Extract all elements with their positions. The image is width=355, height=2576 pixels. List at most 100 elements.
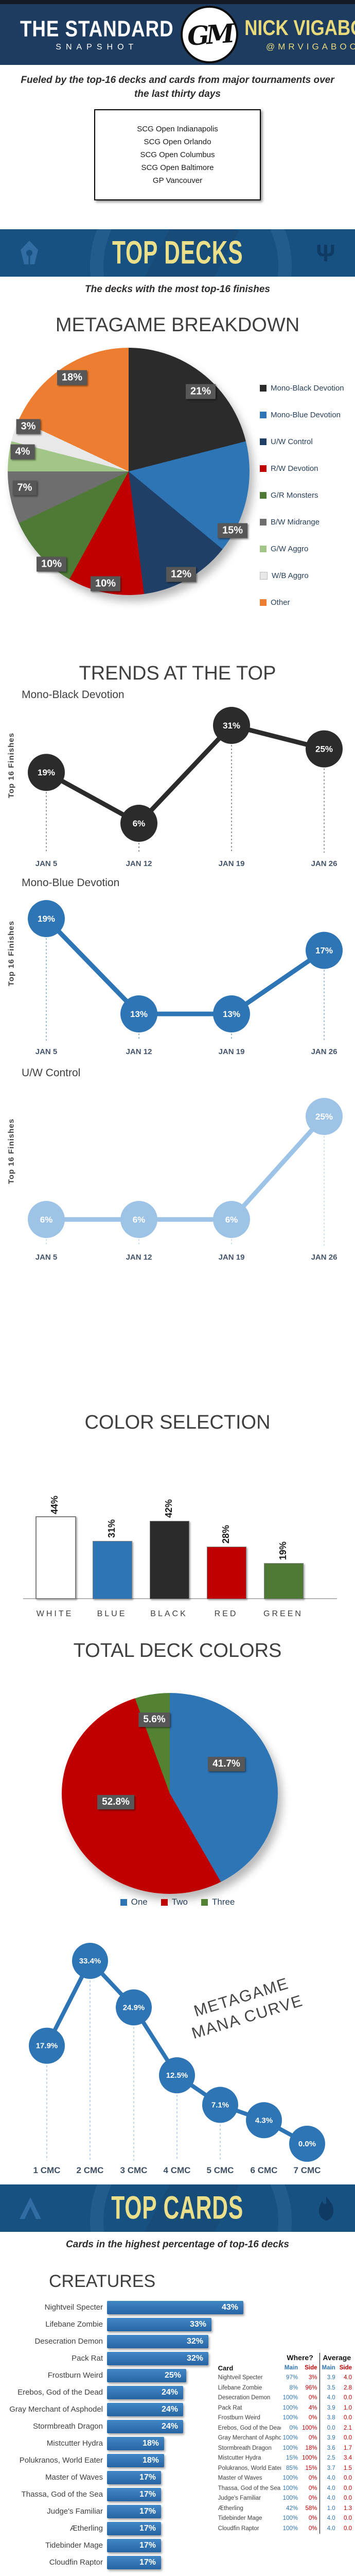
legend-swatch (120, 1899, 127, 1906)
bar-row: Cloudfin Raptor 17% (0, 2554, 355, 2571)
table-row: Master of Waves 100% 0% 4.0 0.0 (216, 2473, 354, 2484)
bar-label: Pack Rat (72, 2354, 103, 2363)
gm-logo: GM (180, 6, 238, 63)
svg-text:6%: 6% (225, 1215, 238, 1225)
where-main-cell: 100% (282, 2495, 298, 2501)
avg-main-cell: 4.0 (319, 2483, 338, 2494)
legend-item: G/R Monsters (260, 482, 344, 509)
main-header: Main (284, 2364, 298, 2371)
avg-side-cell: 0.0 (344, 2495, 352, 2501)
legend-swatch (260, 438, 267, 445)
svg-text:19%: 19% (38, 914, 55, 924)
deck-colors-pie-chart: 41.7% 52.8% 5.6% One Two Three (0, 1688, 355, 1914)
bar: 24% (107, 2402, 183, 2416)
where-side-cell: 96% (305, 2384, 317, 2391)
pie-legend: Mono-Black Devotion Mono-Blue Devotion U/W… (260, 375, 344, 616)
legend-swatch (260, 518, 267, 526)
bar: 18% (107, 2436, 164, 2450)
where-side-cell: 0% (308, 2435, 317, 2441)
bar-row: Ætherling 17% (0, 2520, 355, 2537)
y-axis-label: Top 16 Finishes (7, 732, 16, 799)
legend-item: B/W Midrange (260, 509, 344, 535)
avg-side-cell: 3.4 (344, 2455, 352, 2461)
tournament-item: SCG Open Orlando (144, 138, 211, 146)
avg-main-cell: 2.5 (319, 2453, 338, 2464)
where-main-cell: 100% (282, 2475, 298, 2481)
x-axis-labels: JAN 5 JAN 12 JAN 19 JAN 26 (0, 1047, 355, 1059)
svg-text:6 CMC: 6 CMC (251, 2165, 278, 2175)
y-axis-label: Top 16 Finishes (7, 1118, 16, 1184)
card-name-cell: Desecration Demon (218, 2395, 271, 2401)
bar-row: Gray Merchant of Asphodel 24% (0, 2401, 355, 2418)
x-axis-tick: JAN 12 (126, 1047, 152, 1056)
creatures-section: Nightveil Specter 43% Lifebane Zombie 33% De… (0, 2299, 355, 2571)
legend-swatch (260, 545, 267, 552)
svg-text:12.5%: 12.5% (166, 2071, 188, 2080)
avg-main-cell: 4.0 (319, 2523, 338, 2534)
svg-text:17.9%: 17.9% (36, 2042, 58, 2050)
legend-swatch (260, 411, 267, 418)
top-decks-banner-label: TOP DECKS (112, 234, 243, 272)
mana-curve-plot: 17.9% 1 CMC 33.4% 2 CMC 24.9% 3 CMC 12.5% 4 CMC… (29, 1943, 325, 2175)
top-cards-subtitle: Cards in the highest percentage of top-1… (66, 2239, 289, 2250)
color-bar (150, 1521, 189, 1599)
where-main-cell: 0% (289, 2425, 298, 2431)
svg-text:33.4%: 33.4% (79, 1957, 101, 1965)
legend-item: One (120, 1897, 148, 1907)
avg-side-cell: 1.5 (344, 2465, 352, 2471)
legend-label: B/W Midrange (271, 517, 320, 527)
bar-row: Master of Waves 17% (0, 2469, 355, 2486)
card-name-cell: Polukranos, World Eater (218, 2465, 281, 2471)
x-axis-tick: JAN 19 (218, 1047, 245, 1056)
avg-side-cell: 4.0 (344, 2375, 352, 2381)
pie-slice-label: 18% (57, 370, 87, 385)
x-axis-labels: JAN 5 JAN 12 JAN 19 JAN 26 (0, 1253, 355, 1264)
where-main-cell: 100% (282, 2435, 298, 2441)
where-side-cell: 0% (308, 2415, 317, 2421)
legend-label: One (131, 1897, 148, 1907)
table-row: Stormbreath Dragon 100% 18% 3.6 1.7 (216, 2443, 354, 2453)
avg-side-cell: 0.0 (344, 2485, 352, 2492)
pen-nib-icon (21, 241, 38, 264)
card-name-cell: Gray Merchant of Asphod (218, 2435, 281, 2441)
bar-row: Desecration Demon 32% (0, 2333, 355, 2350)
avg-side-cell: 2.8 (344, 2384, 352, 2391)
top-cards-banner-label: TOP CARDS (111, 2190, 244, 2227)
color-bar-value: 42% (163, 1499, 174, 1518)
legend-label: R/W Devotion (271, 464, 318, 473)
avg-side-cell: 1.3 (344, 2505, 352, 2512)
side-header: Side (305, 2364, 317, 2371)
bar: 43% (107, 2300, 243, 2314)
bar-row: Nightveil Specter 43% (0, 2299, 355, 2316)
svg-text:13%: 13% (130, 1009, 148, 1019)
avg-main-cell: 3.6 (319, 2443, 338, 2453)
where-main-cell: 100% (282, 2415, 298, 2421)
color-selection-title: COLOR SELECTION (84, 1412, 271, 1433)
bar: 24% (107, 2385, 183, 2399)
bar-row: Judge's Familiar 17% (0, 2503, 355, 2520)
x-axis-tick: JAN 12 (126, 1253, 152, 1262)
table-row: Erebos, God of the Dead 0% 100% 0.0 2.1 (216, 2423, 354, 2433)
table-row: Tidebinder Mage 100% 0% 4.0 0.0 (216, 2514, 354, 2524)
svg-text:5 CMC: 5 CMC (207, 2165, 234, 2175)
legend-item: Mono-Black Devotion (260, 375, 344, 401)
bar-row: Lifebane Zombie 33% (0, 2316, 355, 2333)
card-name-cell: Ætherling (218, 2505, 243, 2512)
psi-icon: Ψ (316, 240, 335, 266)
where-side-cell: 15% (305, 2465, 317, 2471)
color-bar-category: BLACK (150, 1609, 188, 1618)
pie-slice-label: 52.8% (97, 1795, 134, 1809)
where-main-cell: 100% (282, 2395, 298, 2401)
header-right: NICK VIGABOOL @MRVIGABOOL (238, 16, 355, 52)
legend-item: Other (260, 589, 344, 616)
avg-main-cell: 3.5 (319, 2383, 338, 2393)
trend-chart-title: Mono-Blue Devotion (22, 877, 120, 889)
trend-line-plot: 6% 6% 6% 25% (28, 1098, 343, 1246)
color-bar-value: 28% (220, 1524, 231, 1544)
color-bar (207, 1547, 246, 1599)
legend-label: Other (271, 598, 290, 607)
bar-row: Frostburn Weird 25% (0, 2367, 355, 2384)
avg-main-cell: 3.9 (319, 2403, 338, 2413)
where-side-cell: 100% (302, 2425, 317, 2431)
top-decks-banner: TOP DECKS Ψ (0, 229, 355, 277)
